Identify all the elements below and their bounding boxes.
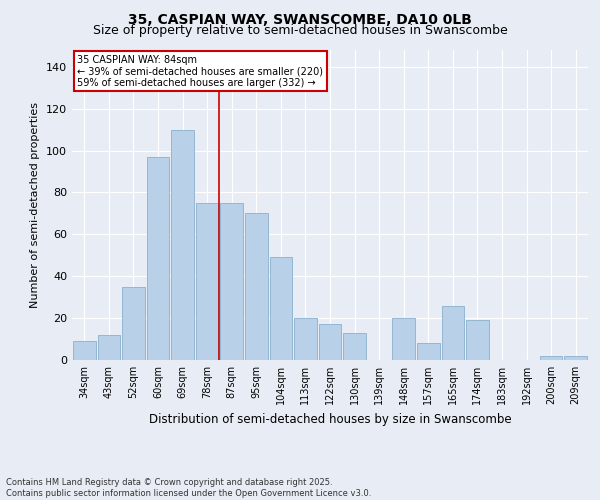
Bar	[343, 333, 366, 360]
Bar	[122, 286, 145, 360]
Bar	[98, 335, 120, 360]
Bar	[319, 324, 341, 360]
Bar	[565, 356, 587, 360]
Bar	[196, 203, 218, 360]
Bar	[146, 157, 169, 360]
Bar	[442, 306, 464, 360]
Text: Size of property relative to semi-detached houses in Swanscombe: Size of property relative to semi-detach…	[92, 24, 508, 37]
Bar	[540, 356, 562, 360]
Bar	[73, 341, 95, 360]
Bar	[294, 318, 317, 360]
Bar	[220, 203, 243, 360]
X-axis label: Distribution of semi-detached houses by size in Swanscombe: Distribution of semi-detached houses by …	[149, 412, 511, 426]
Bar	[417, 343, 440, 360]
Bar	[392, 318, 415, 360]
Text: 35, CASPIAN WAY, SWANSCOMBE, DA10 0LB: 35, CASPIAN WAY, SWANSCOMBE, DA10 0LB	[128, 12, 472, 26]
Bar	[171, 130, 194, 360]
Text: Contains HM Land Registry data © Crown copyright and database right 2025.
Contai: Contains HM Land Registry data © Crown c…	[6, 478, 371, 498]
Bar	[245, 214, 268, 360]
Y-axis label: Number of semi-detached properties: Number of semi-detached properties	[31, 102, 40, 308]
Text: 35 CASPIAN WAY: 84sqm
← 39% of semi-detached houses are smaller (220)
59% of sem: 35 CASPIAN WAY: 84sqm ← 39% of semi-deta…	[77, 54, 323, 88]
Bar	[466, 320, 489, 360]
Bar	[269, 258, 292, 360]
